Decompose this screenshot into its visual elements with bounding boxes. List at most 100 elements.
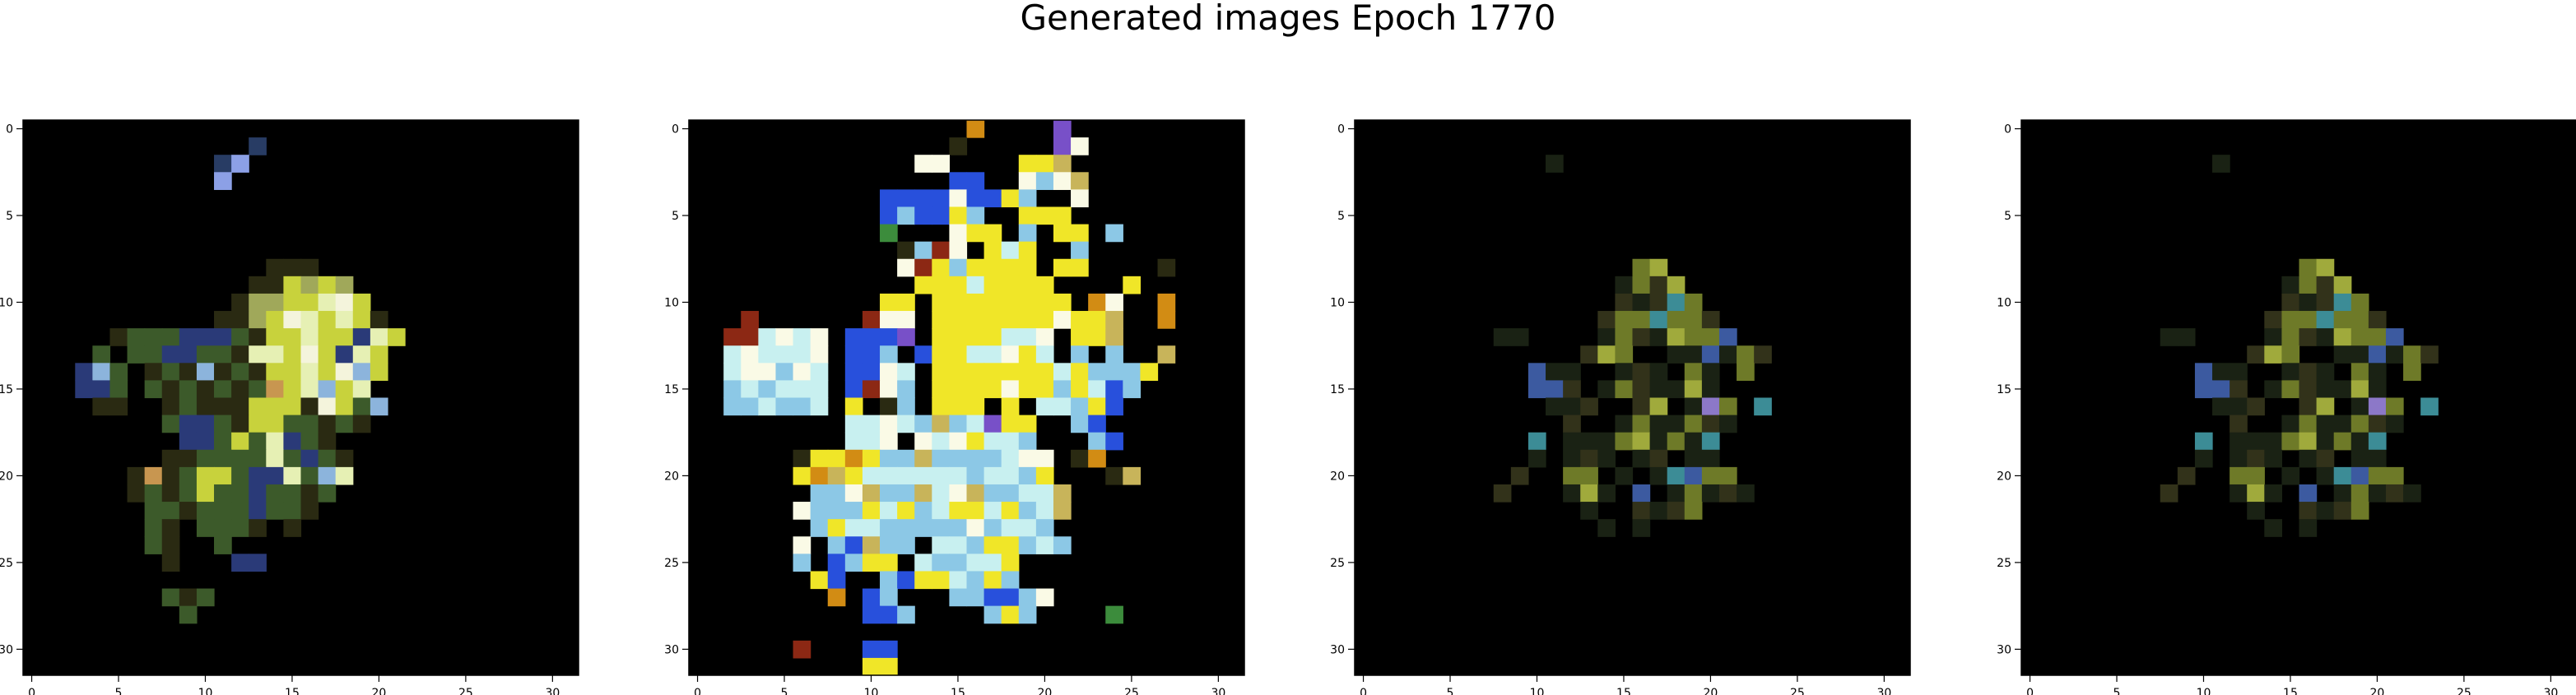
image-pixel bbox=[2281, 432, 2300, 451]
image-pixel bbox=[249, 363, 267, 381]
image-pixel bbox=[1105, 380, 1123, 399]
image-pixel bbox=[983, 328, 1002, 346]
y-tick-label: 25 bbox=[1330, 557, 1345, 570]
image-pixel bbox=[214, 466, 232, 485]
image-pixel bbox=[897, 502, 915, 520]
image-pixel bbox=[1737, 345, 1755, 364]
image-pixel bbox=[793, 536, 811, 554]
image-pixel bbox=[2299, 276, 2318, 294]
image-pixel bbox=[1018, 328, 1037, 346]
x-tick-label: 10 bbox=[198, 687, 213, 695]
image-pixel bbox=[214, 432, 232, 451]
image-pixel bbox=[161, 397, 180, 416]
image-pixel bbox=[983, 588, 1002, 607]
image-pixel bbox=[2230, 415, 2248, 433]
image-pixel bbox=[335, 449, 354, 468]
image-pixel bbox=[844, 449, 863, 468]
image-pixel bbox=[2194, 432, 2213, 451]
image-pixel bbox=[1071, 415, 1089, 433]
image-pixel bbox=[741, 311, 759, 329]
image-pixel bbox=[2316, 293, 2335, 312]
image-pixel bbox=[2316, 397, 2335, 416]
image-pixel bbox=[2350, 380, 2369, 399]
image-pixel bbox=[179, 588, 198, 607]
image-pixel bbox=[2333, 380, 2352, 399]
image-pixel bbox=[1615, 432, 1634, 451]
image-pixel bbox=[966, 224, 985, 243]
image-pixel bbox=[1615, 311, 1634, 329]
image-pixel bbox=[2368, 345, 2387, 364]
image-pixel bbox=[1754, 345, 1772, 364]
image-pixel bbox=[810, 502, 829, 520]
image-panel-4: 0 5 10 15 20 25 30 0 5 10 15 20 25 30 bbox=[1997, 119, 2576, 695]
image-pixel bbox=[844, 536, 863, 554]
image-pixel bbox=[897, 519, 915, 537]
x-tick-label: 30 bbox=[545, 687, 560, 695]
image-pixel bbox=[844, 380, 863, 399]
image-pixel bbox=[161, 502, 180, 520]
image-pixel bbox=[1563, 484, 1581, 503]
image-pixel bbox=[266, 415, 284, 433]
image-pixel bbox=[1105, 328, 1123, 346]
image-pixel bbox=[161, 519, 180, 537]
image-pixel bbox=[1597, 484, 1616, 503]
image-pixel bbox=[2403, 484, 2421, 503]
image-pixel bbox=[2281, 466, 2300, 485]
image-pixel bbox=[1088, 415, 1106, 433]
image-pixel bbox=[1667, 328, 1686, 346]
image-pixel bbox=[1053, 258, 1072, 277]
image-pixel bbox=[1563, 397, 1581, 416]
image-pixel bbox=[352, 328, 371, 346]
image-pixel bbox=[161, 466, 180, 485]
image-pixel bbox=[914, 345, 932, 364]
image-pixel bbox=[1597, 345, 1616, 364]
image-pixel bbox=[1597, 519, 1616, 537]
image-pixel bbox=[1035, 502, 1054, 520]
image-pixel bbox=[1701, 345, 1720, 364]
image-pixel bbox=[949, 328, 968, 346]
image-pixel bbox=[2316, 311, 2335, 329]
image-pixel bbox=[949, 397, 968, 416]
image-pixel bbox=[1701, 484, 1720, 503]
image-pixel bbox=[897, 466, 915, 485]
figure-title: Generated images Epoch 1770 bbox=[1020, 0, 1556, 38]
y-tick-label: 10 bbox=[664, 296, 679, 309]
image-pixel bbox=[1597, 449, 1616, 468]
image-pixel bbox=[1649, 432, 1668, 451]
image-pixel bbox=[266, 380, 284, 399]
image-pixel bbox=[1001, 484, 1020, 503]
x-tick-label: 15 bbox=[951, 687, 965, 695]
image-pixel bbox=[914, 554, 932, 572]
image-pixel bbox=[2194, 363, 2213, 381]
image-pixel bbox=[966, 397, 985, 416]
image-pixel bbox=[1088, 328, 1106, 346]
image-pixel bbox=[1018, 466, 1037, 485]
image-pixel bbox=[283, 380, 302, 399]
image-pixel bbox=[1053, 397, 1072, 416]
image-pixel bbox=[1018, 206, 1037, 225]
image-pixel bbox=[214, 536, 232, 554]
image-pixel bbox=[1053, 311, 1072, 329]
image-pixel bbox=[862, 588, 881, 607]
image-pixel bbox=[2316, 380, 2335, 399]
image-pixel bbox=[966, 484, 985, 503]
y-tick-label: 10 bbox=[1997, 296, 2011, 309]
image-pixel bbox=[949, 241, 968, 260]
image-pixel bbox=[827, 466, 846, 485]
image-pixel bbox=[196, 502, 215, 520]
image-pixel bbox=[1088, 397, 1106, 416]
image-pixel bbox=[793, 345, 811, 364]
image-pixel bbox=[335, 363, 354, 381]
image-pixel bbox=[249, 397, 267, 416]
image-pixel bbox=[2299, 432, 2318, 451]
image-pixel bbox=[1018, 519, 1037, 537]
image-pixel bbox=[2333, 345, 2352, 364]
image-pixel bbox=[214, 363, 232, 381]
image-pixel bbox=[2247, 397, 2265, 416]
image-pixel bbox=[318, 484, 337, 503]
image-pixel bbox=[179, 380, 198, 399]
image-pixel bbox=[214, 519, 232, 537]
image-pixel bbox=[966, 293, 985, 312]
image-pixel bbox=[844, 554, 863, 572]
image-pixel bbox=[300, 466, 319, 485]
